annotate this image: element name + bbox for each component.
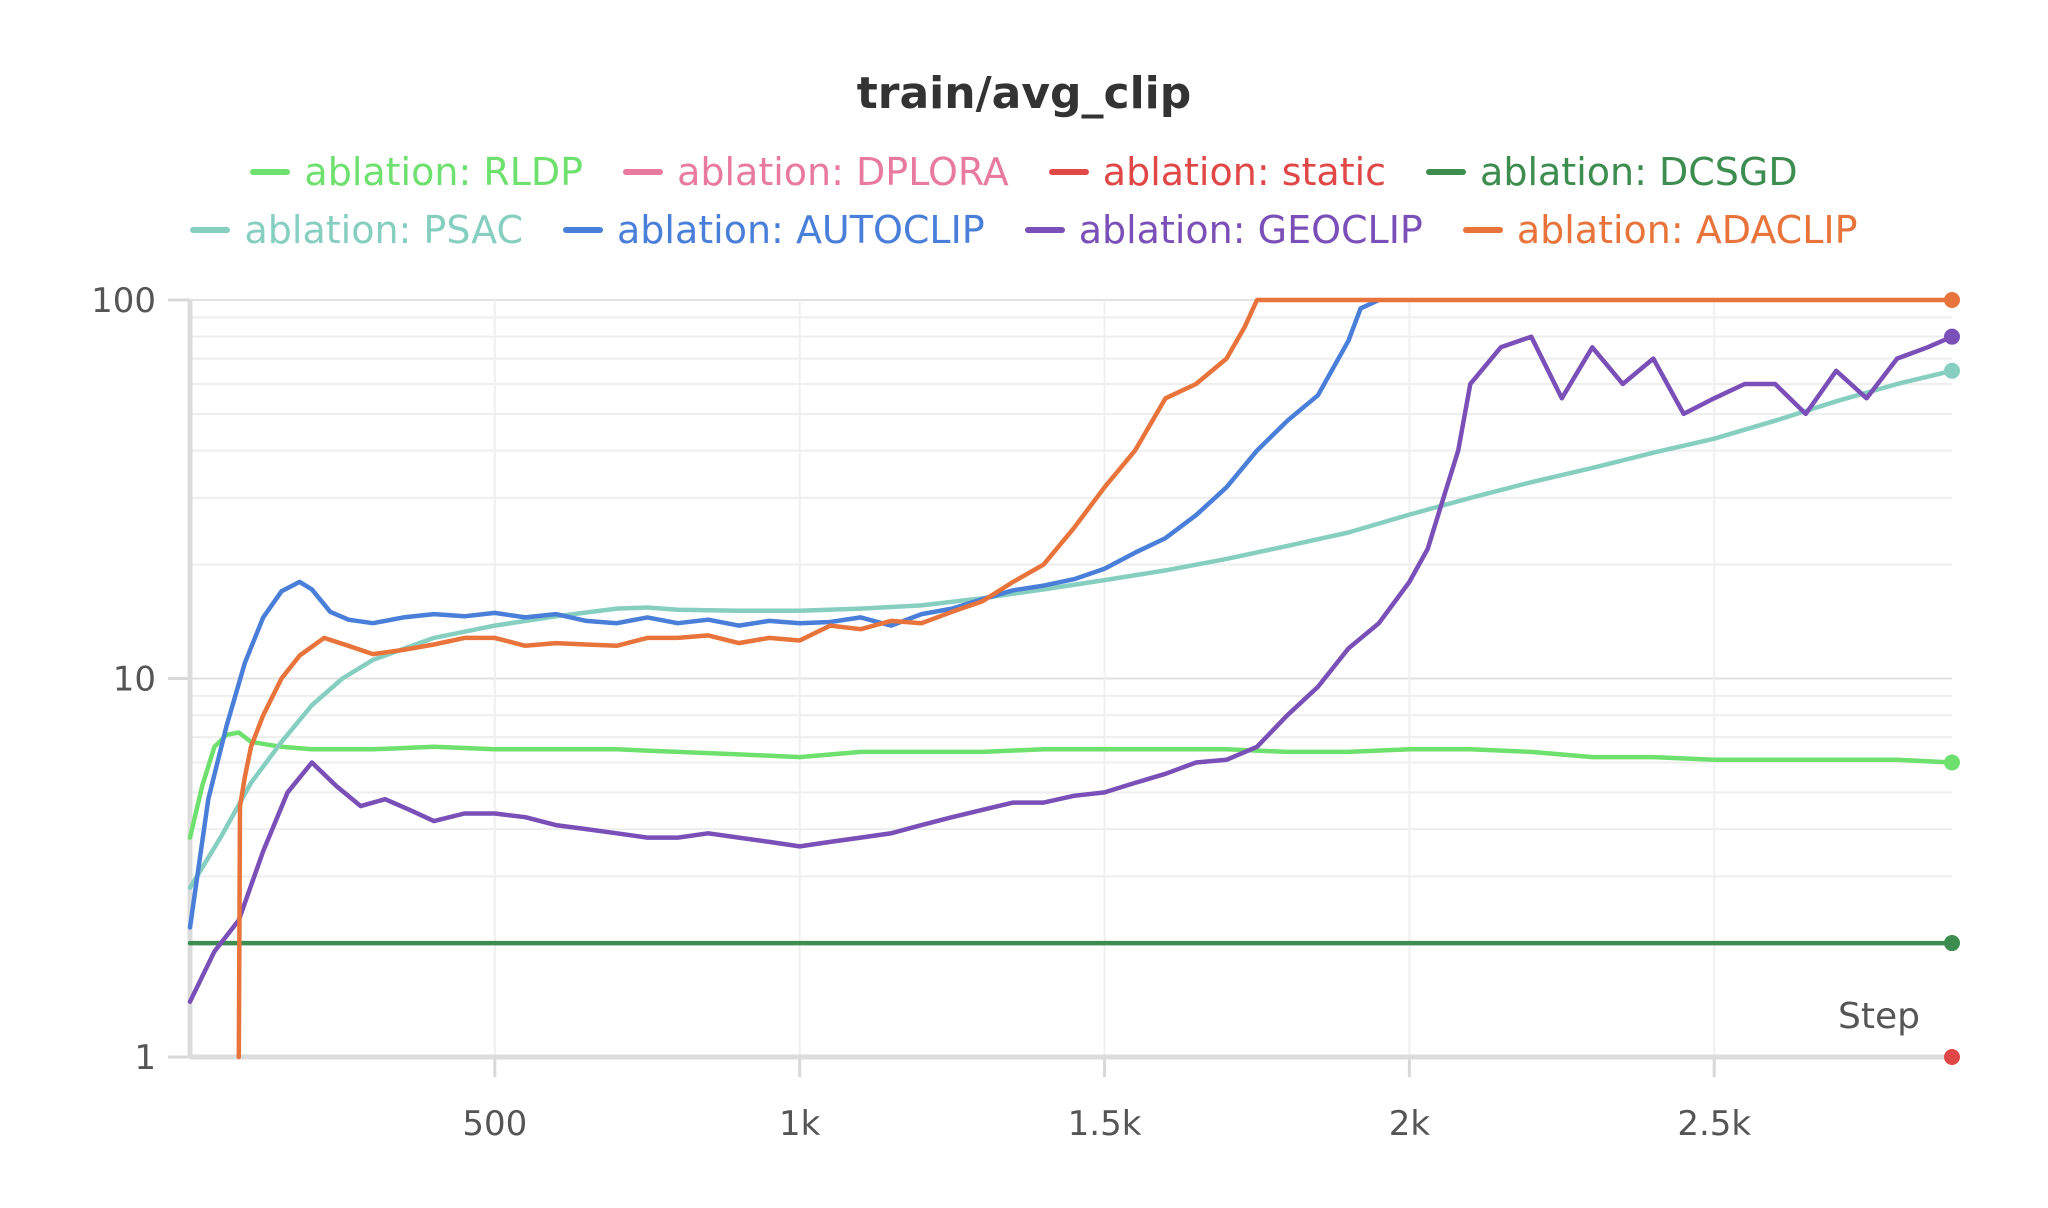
- y-tick-label: 1: [134, 1038, 156, 1078]
- series-end-marker: [1944, 362, 1960, 379]
- series-end-marker: [1944, 1049, 1960, 1065]
- legend-item[interactable]: ablation: GEOCLIP: [1024, 208, 1423, 252]
- legend-label: ablation: ADACLIP: [1516, 208, 1858, 252]
- legend-swatch: [1048, 169, 1089, 175]
- legend-swatch: [1426, 169, 1467, 175]
- series-line: [187, 297, 1382, 930]
- legend-label: ablation: DCSGD: [1480, 150, 1798, 194]
- legend-item[interactable]: ablation: RLDP: [250, 150, 583, 194]
- series-end-marker: [1944, 328, 1960, 345]
- chart-title: train/avg_clip: [856, 68, 1192, 119]
- legend-item[interactable]: ablation: AUTOCLIP: [563, 208, 985, 252]
- series-end-marker: [1944, 935, 1960, 952]
- legend-label: ablation: AUTOCLIP: [617, 208, 985, 252]
- legend-label: ablation: PSAC: [244, 208, 524, 252]
- legend-swatch: [1024, 227, 1065, 233]
- legend-swatch: [250, 169, 291, 175]
- x-tick-label: 1.5k: [1068, 1104, 1142, 1144]
- legend-label: ablation: RLDP: [304, 150, 584, 194]
- legend-item[interactable]: ablation: DCSGD: [1426, 150, 1798, 194]
- end-markers: [1944, 292, 1960, 1065]
- x-axis-label: Step: [1838, 996, 1920, 1037]
- legend-row: ablation: RLDP ablation: DPLORA ablation: …: [0, 150, 2048, 194]
- y-tick-label: 10: [113, 660, 156, 700]
- series-line: [187, 730, 1955, 840]
- x-tick-label: 2.5k: [1677, 1104, 1751, 1144]
- legend-row: ablation: PSAC ablation: AUTOCLIP ablation…: [0, 208, 2048, 252]
- legend-swatch: [190, 227, 231, 233]
- legend-item[interactable]: ablation: DPLORA: [623, 150, 1009, 194]
- legend-item[interactable]: ablation: static: [1048, 150, 1387, 194]
- legend-item[interactable]: ablation: PSAC: [190, 208, 523, 252]
- x-tick-label: 500: [462, 1104, 527, 1144]
- x-tick-label: 2k: [1389, 1104, 1431, 1144]
- axes: 1 10 100 500 1k 1.5k 2k 2.5k: [91, 281, 1952, 1144]
- series-line: [187, 334, 1955, 1004]
- y-tick-label: 100: [91, 281, 156, 321]
- x-tick-label: 1k: [779, 1104, 821, 1144]
- legend-label: ablation: DPLORA: [677, 150, 1009, 194]
- legend-label: ablation: static: [1102, 150, 1387, 194]
- legend-swatch: [1462, 227, 1503, 233]
- series-group: [187, 297, 1955, 1060]
- legend-item[interactable]: ablation: ADACLIP: [1462, 208, 1858, 252]
- legend-label: ablation: GEOCLIP: [1078, 208, 1423, 252]
- series-end-marker: [1944, 754, 1960, 771]
- legend-swatch: [563, 227, 604, 233]
- series-line: [236, 297, 1955, 1060]
- legend-swatch: [623, 169, 664, 175]
- series-line: [187, 368, 1955, 891]
- series-end-marker: [1944, 292, 1960, 308]
